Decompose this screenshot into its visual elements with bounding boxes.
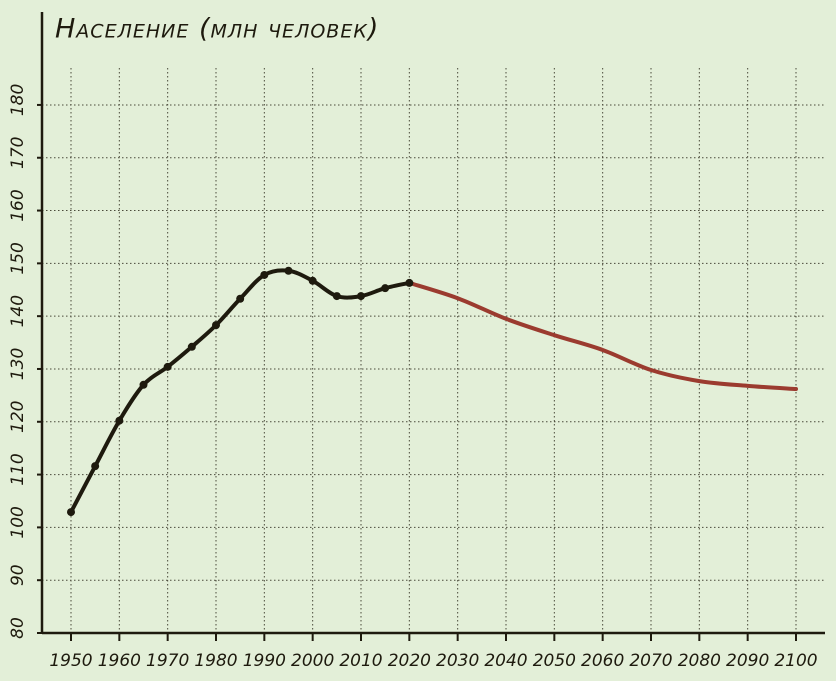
x-tick-label: 1970 [146, 651, 189, 671]
point [236, 294, 245, 303]
y-tick-label: 100 [8, 506, 28, 538]
x-tick-label: 2010 [339, 651, 382, 671]
x-tick-label: 2040 [484, 651, 527, 671]
point [139, 380, 148, 389]
x-tick-label: 2090 [726, 651, 769, 671]
y-tick-label: 120 [8, 401, 28, 433]
point [357, 292, 365, 301]
x-tick-label: 2050 [533, 651, 576, 671]
x-tick-label: 1950 [49, 651, 92, 671]
y-tick-label: 130 [8, 348, 28, 380]
point [212, 321, 220, 330]
point [308, 276, 317, 285]
x-tick-label: 1960 [98, 651, 141, 671]
point [332, 292, 341, 301]
x-tick-label: 1990 [243, 651, 286, 671]
x-tick-label: 2070 [629, 651, 672, 671]
x-tick-label: 1980 [194, 651, 237, 671]
line [407, 280, 798, 392]
x-tick-label: 2030 [436, 651, 479, 671]
point [405, 278, 414, 287]
x-tick-label: 2020 [388, 651, 431, 671]
y-tick-label: 110 [8, 453, 28, 485]
x-tick-label: 2060 [581, 651, 624, 671]
x-tick-label: 2100 [774, 651, 817, 671]
point [260, 270, 269, 279]
point [91, 462, 100, 471]
point [187, 342, 196, 351]
point [67, 508, 75, 517]
y-tick-label: 140 [8, 295, 28, 327]
y-tick-label: 160 [8, 189, 28, 221]
point [284, 266, 293, 275]
x-tick-label: 2080 [678, 651, 721, 671]
y-tick-label: 90 [8, 564, 28, 586]
chart-title: Население (млн человек) [55, 14, 379, 45]
point [163, 362, 172, 371]
y-tick-label: 150 [8, 242, 28, 274]
y-tick-label: 80 [8, 617, 28, 639]
y-tick-label: 170 [8, 137, 28, 169]
point [115, 416, 124, 425]
y-tick-label: 180 [8, 84, 28, 116]
point [381, 284, 390, 293]
x-tick-label: 2000 [291, 651, 334, 671]
